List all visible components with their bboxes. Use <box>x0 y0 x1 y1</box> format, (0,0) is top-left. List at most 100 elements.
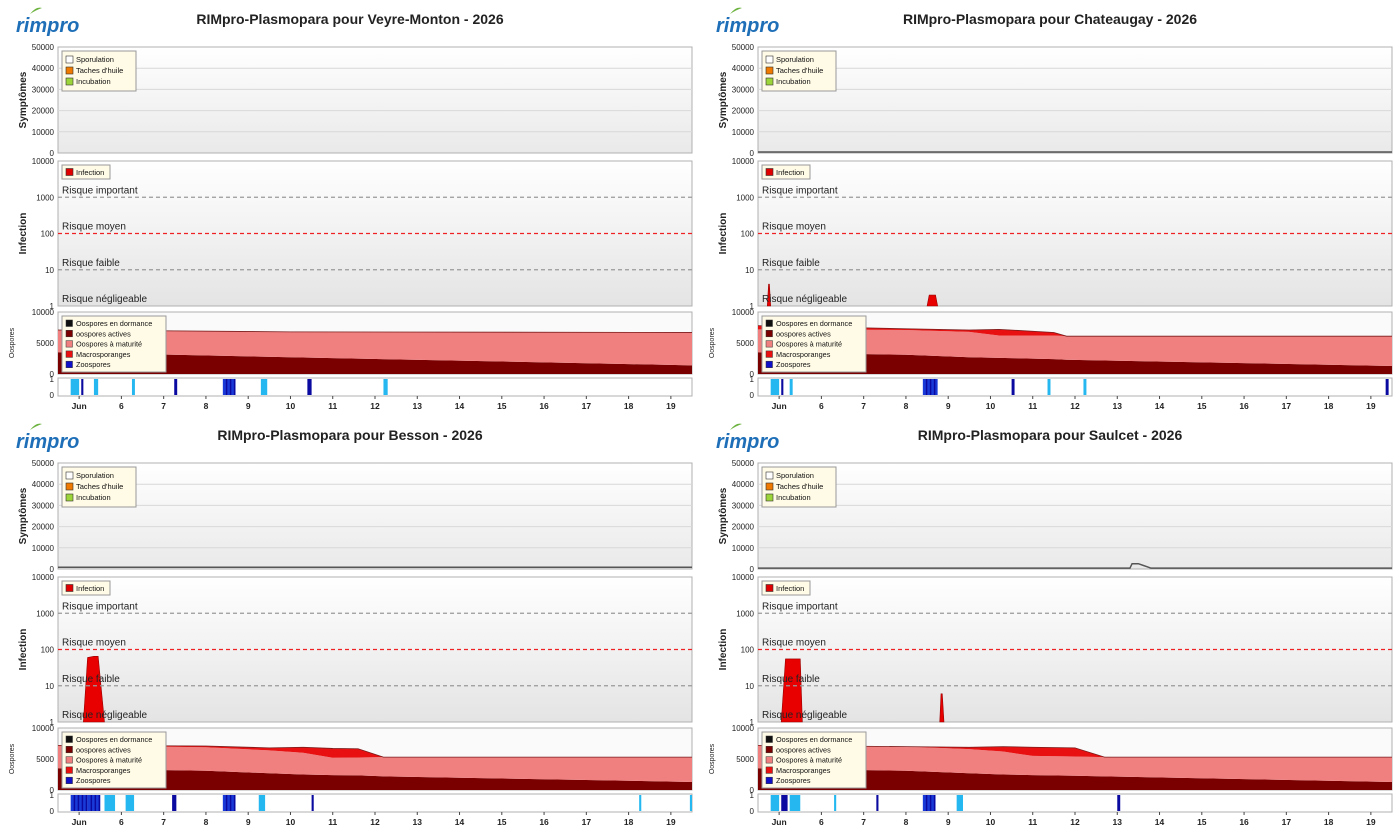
infection-tick-label: 10000 <box>732 573 755 582</box>
infection-tick-label: 100 <box>741 646 755 655</box>
legend-label: Incubation <box>76 493 111 502</box>
wetness-plot-area <box>57 377 693 397</box>
legend-swatch <box>765 746 773 754</box>
wetness-period <box>222 795 236 811</box>
wetness-period-stripe <box>85 795 88 811</box>
x-tick-label: 15 <box>497 401 507 411</box>
infection-legend-box <box>61 580 111 596</box>
legend-swatch <box>65 360 73 368</box>
infection-tick-label: 1 <box>50 718 55 727</box>
x-tick-label: 9 <box>946 401 951 411</box>
rimpro-leaf-icon <box>30 423 42 430</box>
infection-tick-label: 1000 <box>736 193 754 202</box>
risk-threshold-label: Risque important <box>762 185 838 196</box>
oospores-axis-label: Oospores <box>9 327 16 358</box>
wetness-plot-area <box>757 793 1393 813</box>
x-tick-label: 17 <box>1282 817 1292 827</box>
legend-label: Incubation <box>776 77 811 86</box>
legend-label: Oospores en dormance <box>776 319 852 328</box>
wetness-period <box>125 795 135 811</box>
legend-label: Infection <box>776 168 804 177</box>
symptoms-tick-label: 40000 <box>732 64 755 73</box>
infection-legend: Infection <box>761 164 811 180</box>
legend-label: Oospores à maturité <box>76 756 142 765</box>
x-tick-label: 18 <box>624 401 634 411</box>
x-tick-label: 16 <box>1239 401 1249 411</box>
x-tick-label: 7 <box>861 401 866 411</box>
oospores-legend-box <box>761 731 867 789</box>
x-tick-label: 17 <box>1282 401 1292 411</box>
x-tick-label: 14 <box>1155 817 1165 827</box>
legend-swatch <box>65 493 74 502</box>
wetness-period <box>383 379 388 395</box>
oospores-tick-label: 5000 <box>36 755 54 764</box>
infection-legend-box <box>761 164 811 180</box>
legend-swatch <box>65 55 74 64</box>
legend-label: Infection <box>76 168 104 177</box>
oospores-tick-label: 0 <box>50 370 55 379</box>
wetness-period-stripe <box>73 795 76 811</box>
wetness-period-stripe <box>77 795 80 811</box>
chart-4: rimpro RIMpro-Plasmopara pour Saulcet - 2… <box>709 423 1393 827</box>
chart-title: RIMpro-Plasmopara pour Chateaugay - 2026 <box>903 11 1197 27</box>
legend-swatch <box>65 746 73 754</box>
infection-legend: Infection <box>761 580 811 596</box>
legend-swatch <box>765 340 773 348</box>
x-tick-label: 11 <box>1028 817 1037 827</box>
infection-legend-box <box>61 164 111 180</box>
symptoms-tick-label: 30000 <box>32 85 55 94</box>
symptoms-plot-area <box>57 462 693 570</box>
symptoms-tick-label: 30000 <box>732 85 755 94</box>
legend-swatch <box>65 330 73 338</box>
legend-swatch <box>765 471 774 480</box>
symptoms-tick-label: 50000 <box>732 43 755 52</box>
symptoms-tick-label: 20000 <box>732 523 755 532</box>
rimpro-logo: rimpro <box>716 431 779 453</box>
legend-label: Sporulation <box>76 55 114 64</box>
legend-swatch <box>765 735 773 743</box>
wetness-period <box>311 795 314 811</box>
x-tick-label: 13 <box>413 401 423 411</box>
chart-title: RIMpro-Plasmopara pour Besson - 2026 <box>217 427 483 443</box>
wetness-period <box>922 795 936 811</box>
x-tick-label: 10 <box>286 401 296 411</box>
legend-swatch <box>765 360 773 368</box>
legend-label: Sporulation <box>776 55 814 64</box>
oospores-tick-label: 10000 <box>732 308 755 317</box>
infection-tick-label: 100 <box>41 646 55 655</box>
risk-threshold-label: Risque négligeable <box>762 294 848 305</box>
wetness-period <box>770 795 780 811</box>
symptoms-legend-box <box>761 50 837 92</box>
x-tick-label: 7 <box>161 817 166 827</box>
x-tick-label: 10 <box>986 817 996 827</box>
x-tick-label: 13 <box>1113 817 1123 827</box>
x-tick-label: 6 <box>119 401 124 411</box>
rimpro-logo: rimpro <box>716 15 779 37</box>
legend-label: Sporulation <box>76 471 114 480</box>
x-tick-label: 16 <box>1239 817 1249 827</box>
symptoms-tick-label: 30000 <box>32 501 55 510</box>
wetness-period <box>789 795 801 811</box>
x-tick-label: 17 <box>582 401 592 411</box>
wetness-period <box>1083 379 1087 395</box>
legend-label: Taches d'huile <box>776 66 823 75</box>
symptoms-legend: Sporulation Taches d'huile Incubation <box>761 50 837 92</box>
symptoms-legend: Sporulation Taches d'huile Incubation <box>761 466 837 508</box>
symptoms-tick-label: 0 <box>750 149 755 158</box>
wetness-tick-label: 0 <box>750 391 755 400</box>
symptoms-legend: Sporulation Taches d'huile Incubation <box>61 50 137 92</box>
symptoms-tick-label: 10000 <box>32 128 55 137</box>
legend-swatch <box>765 776 773 784</box>
x-tick-label: 15 <box>1197 817 1207 827</box>
risk-threshold-label: Risque moyen <box>762 222 826 233</box>
macrosporanges-area <box>758 745 1392 758</box>
x-tick-label: 18 <box>1324 817 1334 827</box>
legend-label: Sporulation <box>776 471 814 480</box>
symptoms-tick-label: 20000 <box>32 107 55 116</box>
symptoms-axis-label: Symptômes <box>18 487 29 544</box>
x-tick-label: 18 <box>1324 401 1334 411</box>
legend-label: Infection <box>776 584 804 593</box>
